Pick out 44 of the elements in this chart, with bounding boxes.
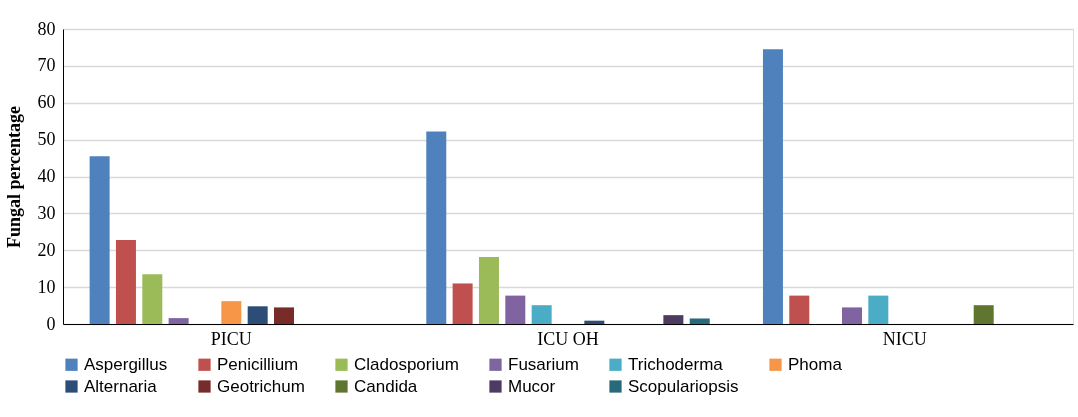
legend-label: Candida [354, 376, 418, 396]
legend-label: Cladosporium [354, 354, 459, 374]
bar [89, 156, 110, 324]
legend-label: Mucor [508, 376, 556, 396]
legend-label: Alternaria [84, 376, 158, 396]
x-tick-label: PICU [210, 328, 252, 349]
bar [142, 274, 163, 324]
bar [168, 318, 189, 324]
y-tick-label: 20 [37, 239, 56, 260]
legend-label: Scopulariopsis [628, 376, 739, 396]
y-tick-label: 40 [37, 166, 56, 186]
bar [531, 305, 552, 324]
legend-label: Penicillium [217, 354, 299, 374]
legend-label: Fusarium [508, 354, 579, 374]
bar [478, 256, 499, 324]
y-tick-label: 10 [37, 276, 56, 297]
bar [663, 315, 684, 324]
bar [221, 301, 242, 324]
bar [689, 318, 710, 324]
bar [247, 306, 268, 324]
x-tick-label: ICU OH [537, 328, 599, 349]
legend-label: Phoma [788, 354, 843, 374]
legend-label: Geotrichum [217, 376, 305, 396]
y-tick-label: 50 [37, 129, 56, 150]
bar [115, 239, 136, 324]
bar [789, 295, 810, 324]
y-tick-label: 30 [37, 202, 56, 223]
legend-label: Aspergillus [84, 354, 168, 374]
y-axis-title: Fungal percentage [3, 105, 24, 249]
bar [868, 295, 889, 324]
legend-label: Trichoderma [628, 354, 724, 374]
bar [426, 131, 447, 324]
bar [274, 307, 295, 324]
bar [452, 283, 473, 324]
y-tick-label: 0 [46, 313, 56, 334]
y-tick-label: 60 [37, 92, 56, 113]
y-tick-label: 80 [37, 18, 56, 39]
x-tick-label: NICU [882, 328, 927, 349]
bar [841, 307, 862, 324]
y-tick-label: 70 [37, 55, 56, 76]
bar [973, 305, 994, 324]
bar [505, 295, 526, 324]
bar [584, 320, 605, 324]
bar [762, 49, 783, 324]
